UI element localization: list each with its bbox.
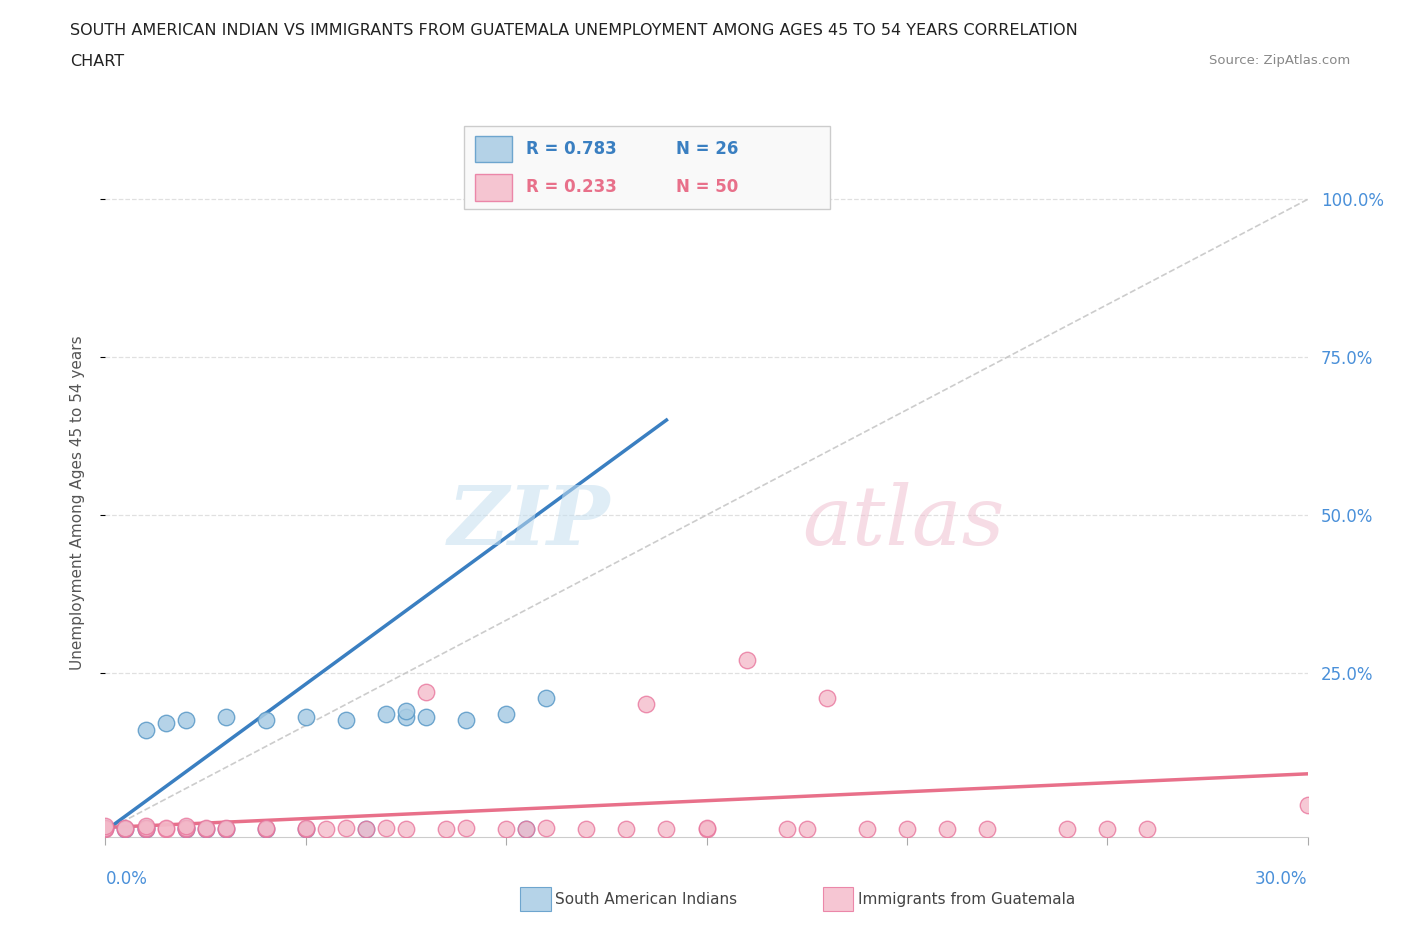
Point [776,821,799,836]
Text: Immigrants from Guatemala: Immigrants from Guatemala [858,892,1076,907]
Text: 30.0%: 30.0% [1256,870,1308,888]
Point [94,820,117,835]
Point [114,821,136,836]
Point [515,821,537,836]
Y-axis label: Unemployment Among Ages 45 to 54 years: Unemployment Among Ages 45 to 54 years [70,335,84,670]
Point [434,821,457,836]
Point [1056,821,1078,836]
Point [395,703,418,718]
Point [174,820,197,835]
Point [495,707,517,722]
Point [354,821,377,836]
Point [374,820,398,835]
Point [575,821,598,836]
Point [214,820,236,835]
Point [534,820,557,835]
Point [135,821,157,836]
Point [94,818,117,833]
Point [454,712,477,727]
Point [335,712,357,727]
Point [135,818,157,833]
Text: N = 50: N = 50 [676,179,738,196]
Point [395,821,418,836]
Point [135,820,157,835]
Point [214,821,236,836]
Point [374,707,398,722]
Point [114,820,136,835]
Point [515,821,537,836]
Point [174,820,197,835]
Point [214,821,236,836]
Point [194,821,217,836]
Point [976,821,998,836]
Point [1136,821,1159,836]
Point [295,710,318,724]
Text: R = 0.233: R = 0.233 [526,179,617,196]
Point [735,653,758,668]
Point [194,820,217,835]
Text: South American Indians: South American Indians [555,892,738,907]
Point [174,712,197,727]
Point [174,818,197,833]
Point [94,820,117,835]
Point [295,821,318,836]
Point [174,821,197,836]
Text: SOUTH AMERICAN INDIAN VS IMMIGRANTS FROM GUATEMALA UNEMPLOYMENT AMONG AGES 45 TO: SOUTH AMERICAN INDIAN VS IMMIGRANTS FROM… [70,23,1078,38]
Point [815,691,838,706]
Point [214,710,236,724]
Point [354,821,377,836]
Point [94,821,117,836]
Point [495,821,517,836]
Point [936,821,959,836]
Text: atlas: atlas [803,483,1005,563]
Text: CHART: CHART [70,54,124,69]
Point [135,723,157,737]
Point [636,697,658,711]
FancyBboxPatch shape [464,126,830,209]
Point [855,821,877,836]
Point [1296,798,1319,813]
Point [254,821,277,836]
Text: R = 0.783: R = 0.783 [526,140,617,158]
Text: ZIP: ZIP [447,483,610,563]
Point [254,712,277,727]
Point [155,820,177,835]
Point [295,821,318,836]
Point [315,821,337,836]
Point [155,716,177,731]
Point [1097,821,1119,836]
FancyBboxPatch shape [475,174,512,201]
Text: N = 26: N = 26 [676,140,738,158]
Text: Source: ZipAtlas.com: Source: ZipAtlas.com [1209,54,1350,67]
Point [254,820,277,835]
Point [194,821,217,836]
Point [696,821,718,836]
Point [295,820,318,835]
Point [415,710,437,724]
Point [454,820,477,835]
Text: 0.0%: 0.0% [105,870,148,888]
Point [896,821,918,836]
Point [616,821,638,836]
Point [696,820,718,835]
Point [395,710,418,724]
Point [655,821,678,836]
Point [174,821,197,836]
Point [415,684,437,699]
Point [114,821,136,836]
Point [135,821,157,836]
Point [534,691,557,706]
Point [155,821,177,836]
Point [335,820,357,835]
Point [796,821,818,836]
Point [254,821,277,836]
FancyBboxPatch shape [475,136,512,163]
Point [135,820,157,835]
